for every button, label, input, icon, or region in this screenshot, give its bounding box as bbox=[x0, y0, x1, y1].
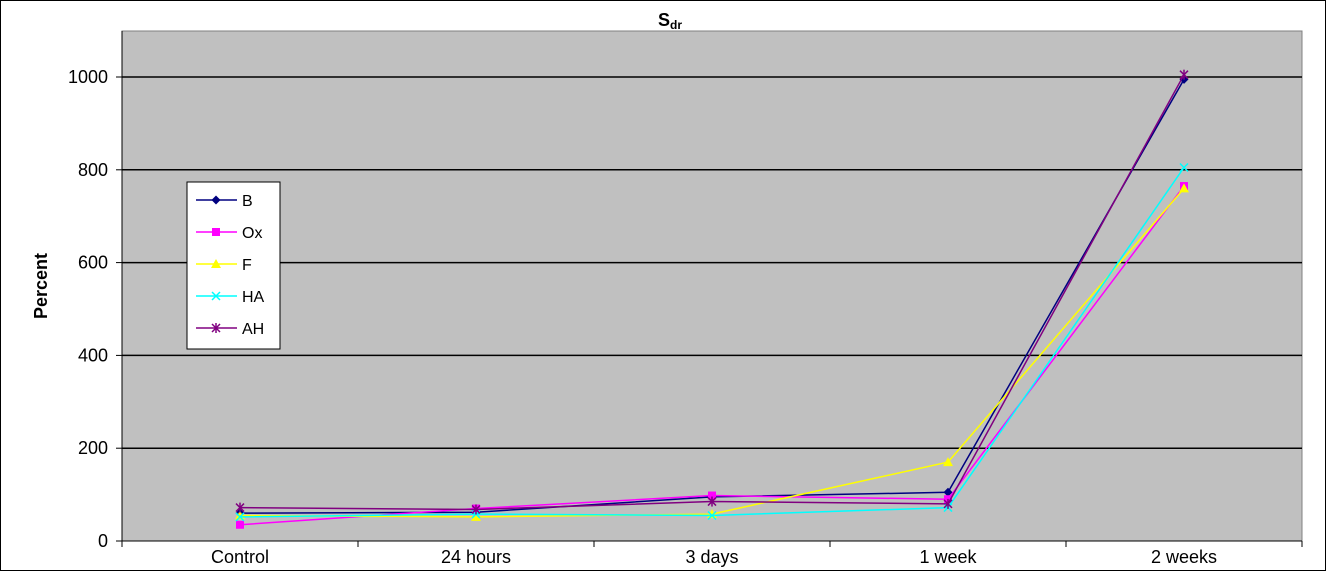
legend-label: B bbox=[242, 193, 253, 210]
x-tick-label: 3 days bbox=[685, 547, 738, 567]
chart-title-main: S bbox=[658, 10, 670, 30]
data-point bbox=[211, 323, 221, 333]
y-tick-label: 800 bbox=[78, 160, 108, 180]
legend-label: AH bbox=[242, 321, 264, 338]
data-point bbox=[1179, 69, 1189, 80]
legend-item-ox: Ox bbox=[196, 225, 262, 242]
series-lines bbox=[235, 69, 1189, 529]
data-point bbox=[707, 496, 717, 507]
series-ha bbox=[235, 162, 1189, 522]
data-point-stroke bbox=[1179, 162, 1189, 173]
legend-label: Ox bbox=[242, 225, 262, 242]
series-f bbox=[235, 183, 1189, 521]
chart-title-subscript: dr bbox=[670, 18, 682, 32]
data-point bbox=[943, 457, 953, 467]
data-point bbox=[211, 291, 221, 301]
x-tick-label: 2 weeks bbox=[1151, 547, 1217, 567]
data-point-stroke bbox=[235, 512, 245, 522]
legend-item-b: B bbox=[196, 193, 253, 210]
data-point bbox=[707, 510, 717, 521]
data-point bbox=[235, 502, 245, 513]
data-point bbox=[1179, 183, 1189, 193]
chart-title: Sdr bbox=[658, 10, 682, 32]
data-point bbox=[212, 228, 220, 236]
data-point-stroke bbox=[211, 291, 221, 301]
y-tick-label: 600 bbox=[78, 253, 108, 273]
data-point bbox=[1179, 162, 1189, 173]
data-point bbox=[236, 520, 244, 529]
legend-item-f: F bbox=[196, 257, 252, 274]
y-tick-label: 1000 bbox=[68, 67, 108, 87]
legend: B Ox F HA AH bbox=[186, 181, 281, 350]
y-tick-label: 0 bbox=[98, 531, 108, 551]
legend-item-ah: AH bbox=[196, 321, 264, 338]
y-tick-label: 400 bbox=[78, 345, 108, 365]
data-point bbox=[471, 511, 481, 521]
data-point bbox=[943, 487, 953, 497]
legend-item-ha: HA bbox=[196, 289, 265, 306]
legend-box bbox=[186, 181, 281, 350]
tick-labels: 0 200 400 600 800 1000 Control 24 hours 3 days 1 … bbox=[68, 67, 1217, 567]
axes bbox=[116, 31, 1303, 547]
legend-label: HA bbox=[242, 289, 265, 306]
series-ah bbox=[235, 69, 1189, 515]
data-point bbox=[235, 512, 245, 522]
y-axis-label: Percent bbox=[31, 253, 51, 319]
data-point bbox=[211, 259, 221, 268]
gridlines bbox=[122, 76, 1302, 449]
data-point bbox=[708, 491, 716, 500]
plot-area bbox=[121, 30, 1303, 542]
y-tick-label: 200 bbox=[78, 438, 108, 458]
data-point bbox=[943, 498, 953, 509]
x-tick-label: 1 week bbox=[919, 547, 977, 567]
data-point bbox=[211, 195, 221, 205]
x-tick-label: Control bbox=[211, 547, 269, 567]
x-tick-label: 24 hours bbox=[441, 547, 511, 567]
legend-label: F bbox=[242, 257, 252, 274]
data-point bbox=[471, 504, 481, 515]
data-point-stroke bbox=[707, 510, 717, 521]
